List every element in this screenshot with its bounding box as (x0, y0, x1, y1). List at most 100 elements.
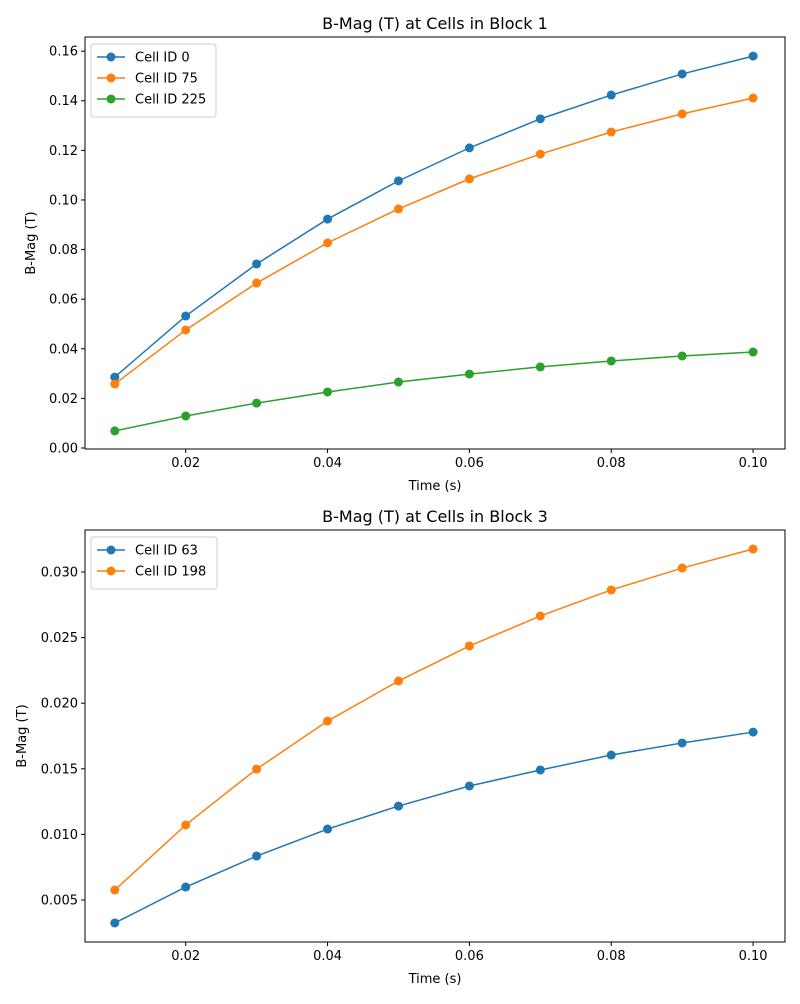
x-axis-label: Time (s) (408, 479, 462, 494)
data-point (606, 127, 616, 137)
x-tick-label: 0.08 (597, 456, 626, 471)
series-line (114, 55, 754, 378)
legend: Cell ID 0 Cell ID 75 Cell ID 225 (90, 43, 217, 118)
data-point (393, 801, 403, 811)
legend-label: Cell ID 63 (135, 544, 198, 559)
data-point (252, 851, 262, 861)
data-point (181, 820, 191, 830)
data-point (606, 585, 616, 595)
data-point (464, 174, 474, 184)
legend-marker (106, 545, 116, 555)
data-point (323, 214, 333, 224)
data-point (393, 204, 403, 214)
y-tick-label: 0.015 (41, 762, 78, 777)
y-tick-label: 0.08 (49, 243, 78, 258)
x-tick-label: 0.02 (171, 949, 200, 964)
data-point (181, 882, 191, 892)
data-point (748, 727, 758, 737)
data-point (110, 372, 120, 382)
data-point (464, 781, 474, 791)
x-axis-label: Time (s) (408, 972, 462, 987)
data-point (464, 369, 474, 379)
data-point (323, 824, 333, 834)
series-cell-id-63 (110, 727, 758, 928)
chart-title: B-Mag (T) at Cells in Block 3 (322, 507, 548, 526)
legend-marker (106, 566, 116, 576)
series-cell-id-198 (110, 544, 758, 895)
y-tick-label: 0.020 (41, 697, 78, 712)
data-point (535, 362, 545, 372)
legend-label: Cell ID 75 (135, 72, 198, 87)
legend-marker (106, 52, 116, 62)
x-tick-label: 0.08 (597, 949, 626, 964)
data-point (748, 51, 758, 61)
y-tick-label: 0.02 (49, 392, 78, 407)
legend-marker (106, 73, 116, 83)
data-point (393, 377, 403, 387)
data-point (606, 750, 616, 760)
series-cell-id-75 (110, 93, 758, 389)
x-tick-label: 0.10 (739, 949, 768, 964)
data-point (535, 114, 545, 124)
data-point (393, 176, 403, 186)
data-point (252, 764, 262, 774)
subplot-2: B-Mag (T) at Cells in Block 3 0.02 0.04 0.0… (15, 507, 786, 987)
y-tick-label: 0.00 (49, 442, 78, 457)
y-tick-label: 0.14 (49, 94, 78, 109)
series-cell-id-0 (110, 51, 758, 382)
y-tick-label: 0.005 (41, 894, 78, 909)
data-point (252, 278, 262, 288)
x-tick-label: 0.06 (455, 456, 484, 471)
legend: Cell ID 63 Cell ID 198 (90, 536, 218, 590)
y-tick-label: 0.10 (49, 193, 78, 208)
axes-frame (84, 36, 786, 450)
data-point (393, 676, 403, 686)
data-point (748, 93, 758, 103)
data-point (677, 109, 687, 119)
y-axis-label: B-Mag (T) (24, 211, 39, 274)
x-tick-label: 0.02 (171, 456, 200, 471)
data-point (464, 641, 474, 651)
data-point (323, 716, 333, 726)
axes-frame (84, 529, 786, 943)
data-point (677, 351, 687, 361)
series-line (114, 351, 754, 432)
data-point (748, 544, 758, 554)
legend-marker (106, 94, 116, 104)
x-tick-label: 0.06 (455, 949, 484, 964)
data-point (606, 90, 616, 100)
x-tick-label: 0.04 (313, 456, 342, 471)
y-tick-label: 0.030 (41, 565, 78, 580)
y-tick-label: 0.010 (41, 828, 78, 843)
data-point (110, 885, 120, 895)
data-point (181, 325, 191, 335)
data-point (748, 347, 758, 357)
data-point (181, 311, 191, 321)
series-cell-id-225 (110, 347, 758, 436)
series-line (114, 548, 754, 891)
data-point (252, 259, 262, 269)
legend-label: Cell ID 198 (135, 565, 206, 580)
data-point (110, 918, 120, 928)
data-point (677, 69, 687, 79)
chart-title: B-Mag (T) at Cells in Block 1 (322, 14, 548, 33)
data-point (323, 387, 333, 397)
legend-label: Cell ID 0 (135, 51, 190, 66)
series-line (114, 731, 754, 924)
y-tick-label: 0.04 (49, 342, 78, 357)
data-point (606, 356, 616, 366)
y-tick-label: 0.16 (49, 45, 78, 60)
data-point (535, 149, 545, 159)
y-axis-label: B-Mag (T) (15, 704, 30, 767)
x-tick-label: 0.10 (739, 456, 768, 471)
series-line (114, 97, 754, 385)
data-point (677, 738, 687, 748)
data-point (535, 611, 545, 621)
data-point (181, 411, 191, 421)
y-tick-label: 0.12 (49, 144, 78, 159)
data-point (677, 563, 687, 573)
data-point (252, 398, 262, 408)
data-point (110, 426, 120, 436)
y-tick-label: 0.025 (41, 631, 78, 646)
